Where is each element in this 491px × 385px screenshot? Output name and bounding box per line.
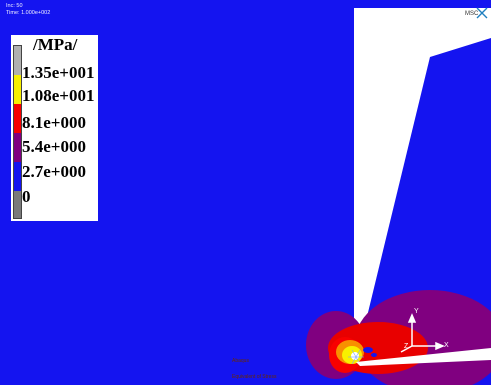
legend-band xyxy=(14,104,21,133)
legend-band xyxy=(14,75,21,104)
contour-band-white xyxy=(351,352,359,360)
legend-label: 1.08e+001 xyxy=(22,86,95,105)
analysis-header: Inc: 50 Time: 1.000e+002 xyxy=(6,3,50,17)
legend-band xyxy=(14,46,21,75)
legend-label: 1.35e+001 xyxy=(22,63,95,82)
msc-logo: MSC xyxy=(465,11,479,17)
contour-band-blue-pocket xyxy=(371,353,377,357)
sloping-face xyxy=(356,38,491,362)
triad-z-label: Z xyxy=(404,343,409,350)
legend-band xyxy=(14,191,21,218)
legend-label: 2.7e+000 xyxy=(22,162,86,181)
crack-flank-gap xyxy=(356,348,491,366)
contour-band-blue-pocket xyxy=(363,347,373,353)
increment-readout: Inc: 50 xyxy=(6,3,23,9)
legend-label: 8.1e+000 xyxy=(22,113,86,132)
time-readout: Time: 1.000e+002 xyxy=(6,10,51,16)
legend-color-bar xyxy=(13,45,22,219)
job-label: Abaqus xyxy=(232,358,249,364)
legend-label: 5.4e+000 xyxy=(22,137,86,156)
legend-band xyxy=(14,162,21,191)
legend-unit-title: /MPa/ xyxy=(33,35,78,54)
legend-label: 0 xyxy=(22,187,31,206)
triad-x-label: X xyxy=(444,342,449,349)
triad-y-label: Y xyxy=(414,308,419,315)
legend-band xyxy=(14,133,21,162)
msc-logo-icon xyxy=(476,7,488,19)
color-legend: /MPa/ 1.35e+001 1.08e+001 8.1e+000 5.4e+… xyxy=(11,35,98,221)
crack-tip-mesh xyxy=(348,349,364,365)
axis-triad xyxy=(400,313,445,353)
result-label: Equivalent of Stress xyxy=(232,374,277,380)
